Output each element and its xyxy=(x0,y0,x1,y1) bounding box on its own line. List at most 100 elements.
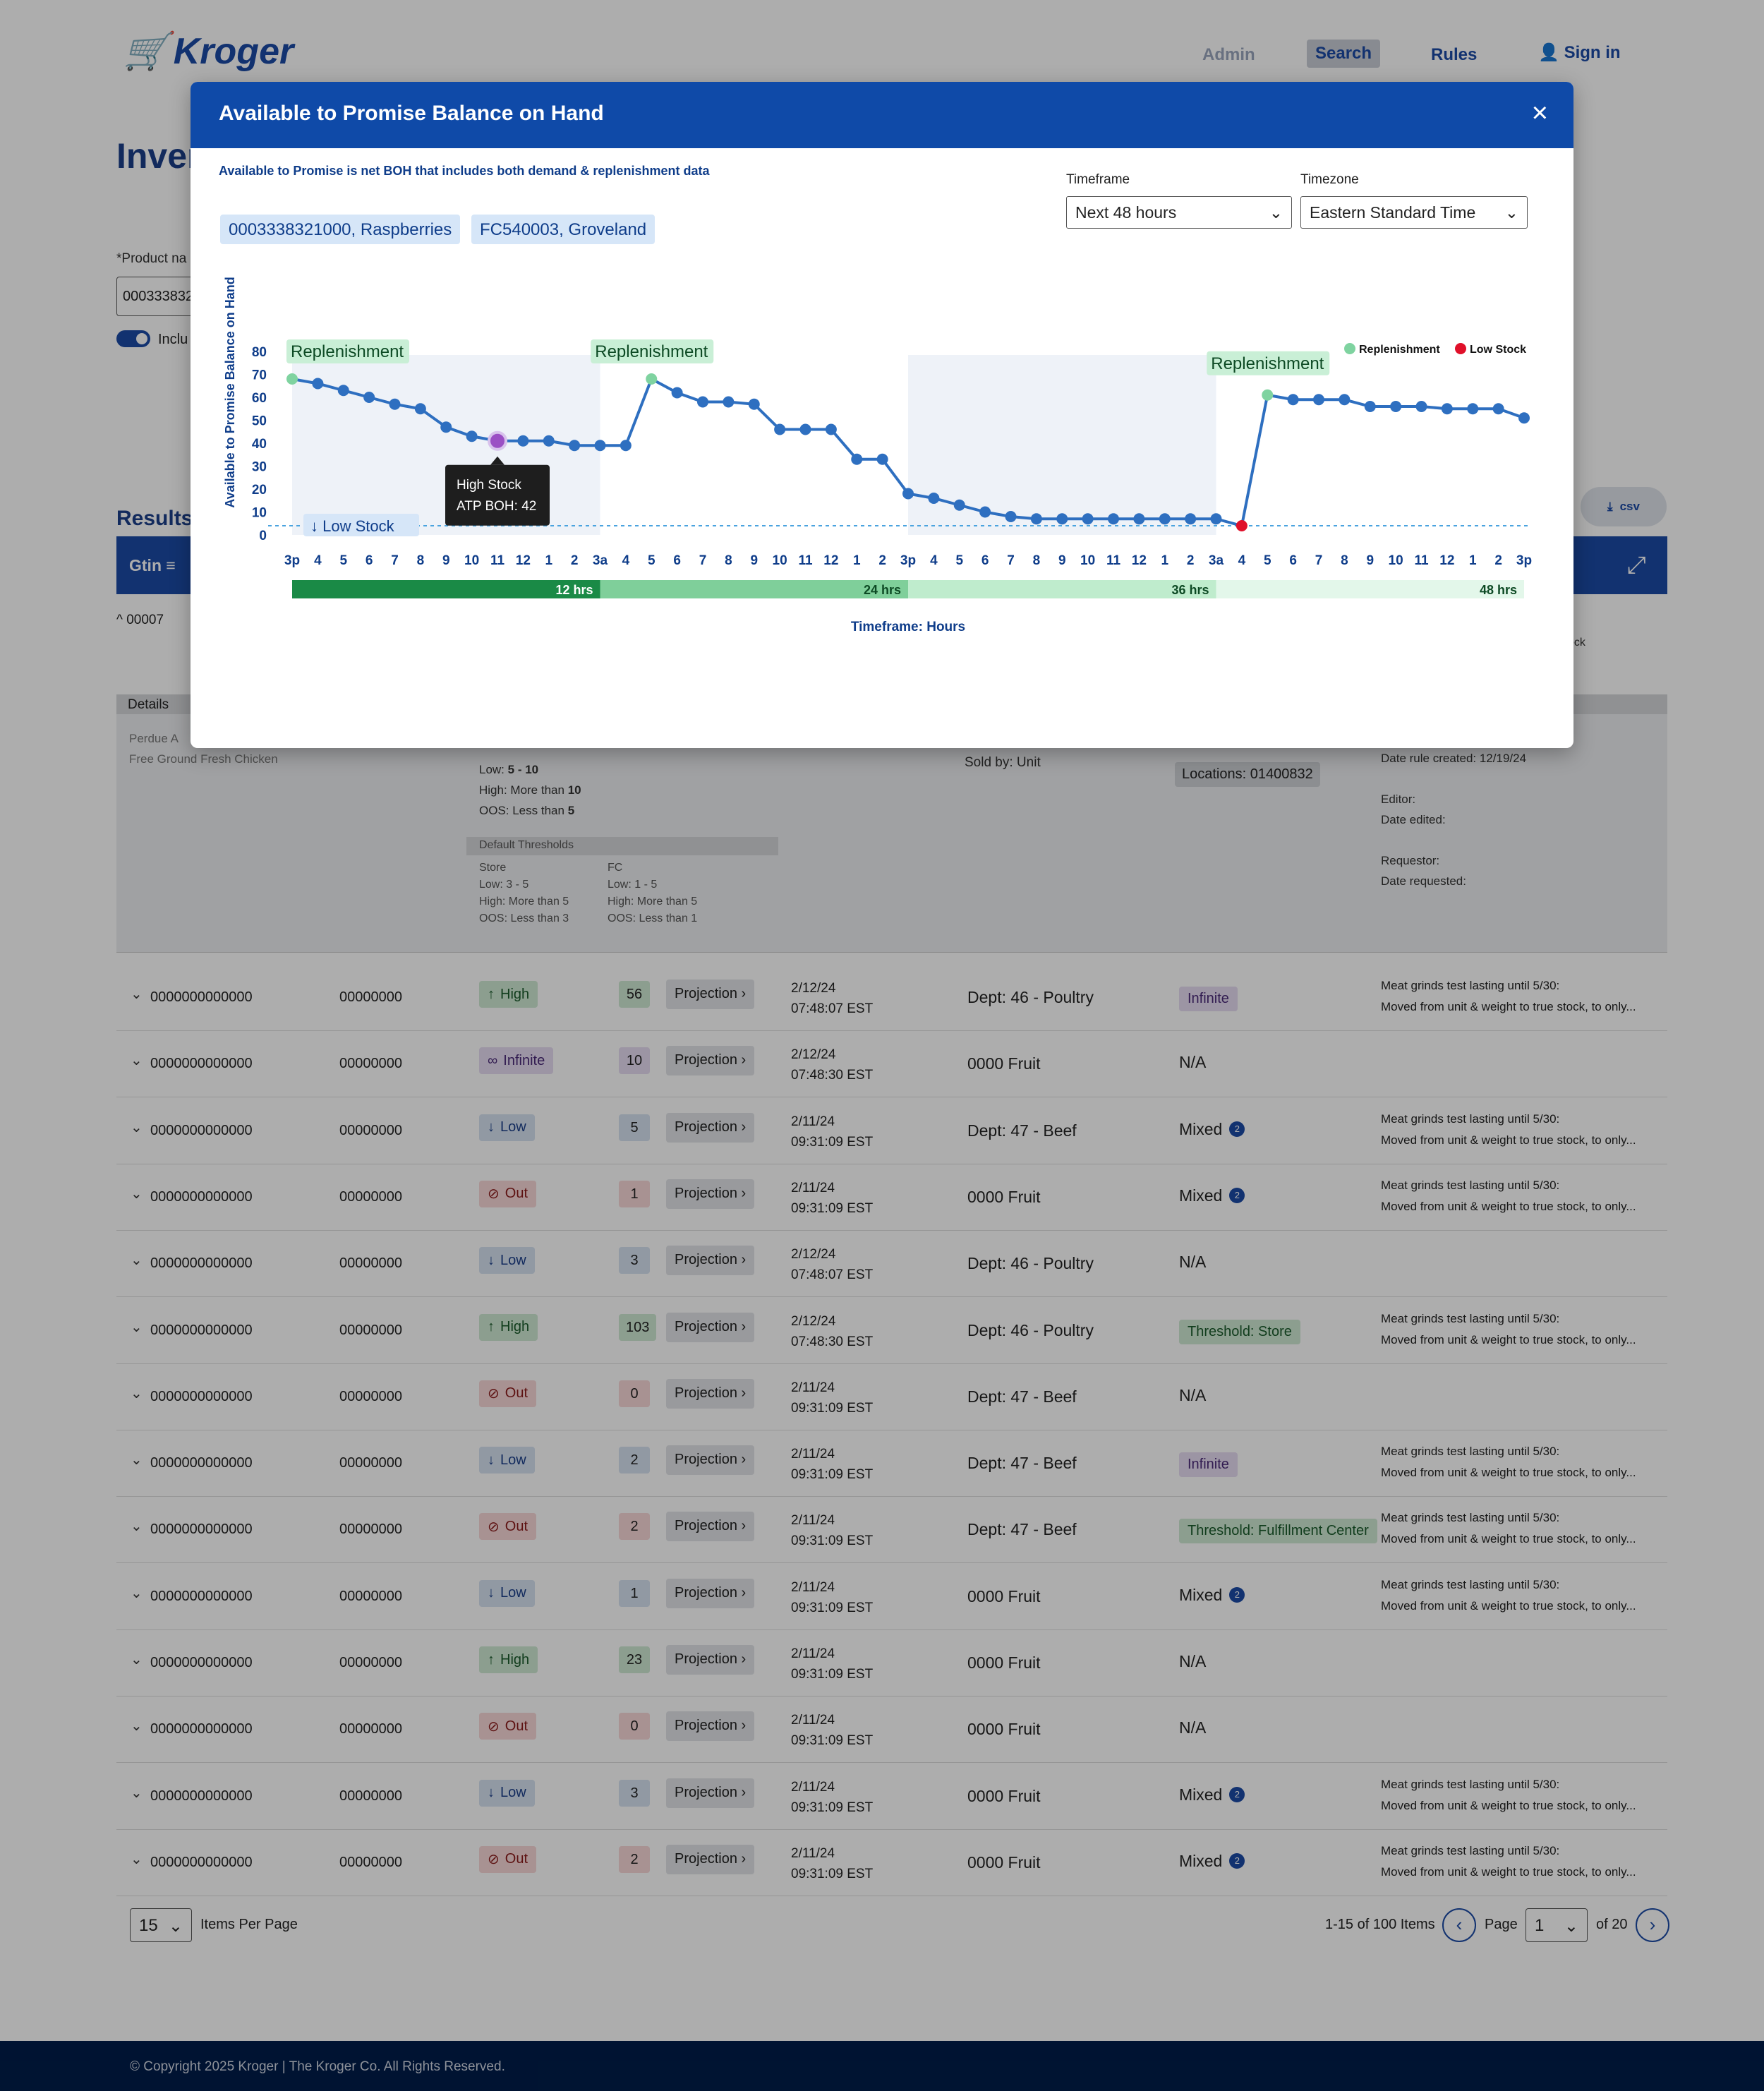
data-point xyxy=(1287,394,1299,406)
chevron-down-icon[interactable]: ⌄ xyxy=(131,1319,143,1335)
x-tick-label: 9 xyxy=(442,553,450,568)
close-icon[interactable]: × xyxy=(1531,97,1548,128)
row-department: 0000 Fruit xyxy=(967,1786,1041,1805)
chevron-down-icon[interactable]: ⌄ xyxy=(131,1585,143,1601)
chevron-down-icon[interactable]: ⌄ xyxy=(131,1253,143,1269)
projection-button[interactable]: Projection › xyxy=(666,1112,755,1143)
status-badge: ↓ Low xyxy=(479,1447,535,1474)
table-row[interactable]: ⌄ 0000000000000 00000000 ⊘ Out 2 Projecti… xyxy=(116,1496,1667,1564)
projection-button[interactable]: Projection › xyxy=(666,980,755,1009)
table-row[interactable]: ⌄ 0000000000000 00000000 ↓ Low 3 Projecti… xyxy=(116,1763,1667,1830)
x-tick-label: 8 xyxy=(1341,553,1348,568)
chevron-down-icon[interactable]: ⌄ xyxy=(131,1452,143,1469)
nav-search[interactable]: Search xyxy=(1307,40,1381,68)
x-tick-label: 10 xyxy=(1080,553,1095,568)
chevron-down-icon[interactable]: ⌄ xyxy=(131,1652,143,1668)
csv-download-button[interactable]: ⤓ csv xyxy=(1581,487,1667,526)
data-point xyxy=(620,440,632,452)
tooltip-value: ATP BOH: 42 xyxy=(457,499,536,514)
include-toggle[interactable] xyxy=(116,330,150,347)
chevron-down-icon[interactable]: ⌄ xyxy=(131,1718,143,1735)
quantity-badge: 3 xyxy=(619,1247,650,1275)
table-row[interactable]: ⌄ 0000000000000 00000000 ⊘ Out 2 Projecti… xyxy=(116,1829,1667,1896)
table-row[interactable]: ⌄ 0000000000000 00000000 ⊘ Out 0 Projecti… xyxy=(116,1696,1667,1764)
chevron-down-icon[interactable]: ⌄ xyxy=(131,1851,143,1867)
y-tick-label: 60 xyxy=(252,391,267,406)
projection-button[interactable]: Projection › xyxy=(666,1046,755,1076)
chevron-down-icon[interactable]: ⌄ xyxy=(131,1053,143,1069)
chevron-down-icon[interactable]: ⌄ xyxy=(131,987,143,1002)
row-rule: Threshold: Store xyxy=(1179,1319,1300,1344)
expand-icon[interactable]: ⤢ xyxy=(1626,552,1646,579)
chevron-down-icon: ⌄ xyxy=(168,1917,183,1936)
signin-link[interactable]: 👤 Sign in xyxy=(1538,43,1621,62)
chevron-down-icon[interactable]: ⌄ xyxy=(131,1119,143,1135)
table-row[interactable]: ⌄ 0000000000000 00000000 ⊘ Out 1 Projecti… xyxy=(116,1164,1667,1231)
x-tick-label: 9 xyxy=(1366,553,1374,568)
row-gtin: 0000000000000 xyxy=(150,989,253,1005)
projection-button[interactable]: Projection › xyxy=(666,1645,755,1675)
projection-button[interactable]: Projection › xyxy=(666,1246,755,1276)
table-row[interactable]: ⌄ 0000000000000 00000000 ⊘ Out 0 Projecti… xyxy=(116,1363,1667,1430)
table-row[interactable]: ⌄ 0000000000000 00000000 ↑ High 56 Projec… xyxy=(116,964,1667,1031)
page-select[interactable]: 1 ⌄ xyxy=(1526,1908,1588,1942)
chevron-down-icon[interactable]: ⌄ xyxy=(131,1385,143,1402)
status-badge: ↑ High xyxy=(479,1646,538,1673)
items-per-page-select[interactable]: 15 ⌄ xyxy=(130,1908,192,1942)
row-code: 00000000 xyxy=(339,1388,402,1404)
data-point xyxy=(1492,403,1504,415)
nav-admin[interactable]: Admin xyxy=(1202,45,1255,64)
projection-button[interactable]: Projection › xyxy=(666,1711,755,1742)
projection-button[interactable]: Projection › xyxy=(666,1179,755,1209)
data-point xyxy=(1133,513,1145,525)
projection-button[interactable]: Projection › xyxy=(666,1445,755,1476)
row-datetime: 2/11/24 09:31:09 EST xyxy=(791,1713,874,1749)
data-point xyxy=(825,423,837,435)
table-row[interactable]: ⌄ 0000000000000 00000000 ↓ Low 5 Projecti… xyxy=(116,1097,1667,1164)
row-notes: Meat grinds test lasting until 5/30: Move… xyxy=(1381,1111,1636,1147)
x-tick-label: 7 xyxy=(699,553,707,568)
table-row[interactable]: ⌄ 0000000000000 00000000 ↓ Low 3 Projecti… xyxy=(116,1230,1667,1298)
row-rule: Mixed 2 xyxy=(1179,1852,1245,1871)
projection-button[interactable]: Projection › xyxy=(666,1844,755,1874)
projection-button[interactable]: Projection › xyxy=(666,1312,755,1342)
chevron-down-icon[interactable]: ⌄ xyxy=(131,1519,143,1535)
data-point xyxy=(1518,412,1530,424)
y-tick-label: 20 xyxy=(252,483,267,498)
projection-button[interactable]: Projection › xyxy=(666,1512,755,1542)
replenishment-label-bg xyxy=(286,339,409,363)
chevron-down-icon[interactable]: ⌄ xyxy=(131,1785,143,1801)
gtin-column-header[interactable]: Gtin ≡ xyxy=(129,556,176,574)
x-tick-label: 12 xyxy=(1132,553,1147,568)
rule-count-badge: 2 xyxy=(1229,1188,1245,1204)
row-datetime: 2/11/24 09:31:09 EST xyxy=(791,1845,874,1881)
chevron-down-icon[interactable]: ⌄ xyxy=(131,1186,143,1202)
next-page-button[interactable]: › xyxy=(1636,1908,1669,1942)
data-point xyxy=(594,440,606,452)
rule-text: Mixed xyxy=(1179,1186,1223,1205)
expanded-row-gtin[interactable]: ^ 00007 xyxy=(116,613,164,627)
prev-page-button[interactable]: ‹ xyxy=(1442,1908,1476,1942)
data-point xyxy=(1441,403,1453,415)
status-badge: ⊘ Out xyxy=(479,1180,537,1207)
table-row[interactable]: ⌄ 0000000000000 00000000 ↑ High 23 Projec… xyxy=(116,1629,1667,1697)
table-row[interactable]: ⌄ 0000000000000 00000000 ↓ Low 1 Projecti… xyxy=(116,1563,1667,1630)
x-tick-label: 8 xyxy=(417,553,425,568)
table-row[interactable]: ⌄ 0000000000000 00000000 ↑ High 103 Proje… xyxy=(116,1297,1667,1364)
x-tick-label: 10 xyxy=(1389,553,1403,568)
projection-button[interactable]: Projection › xyxy=(666,1778,755,1808)
data-point xyxy=(1364,401,1376,412)
timeframe-select[interactable]: Next 48 hours ⌄ xyxy=(1066,196,1292,229)
table-row[interactable]: ⌄ 0000000000000 00000000 ∞ Infinite 10 Pr… xyxy=(116,1030,1667,1098)
nav-rules[interactable]: Rules xyxy=(1431,45,1478,64)
projection-button[interactable]: Projection › xyxy=(666,1378,755,1409)
replenishment-label-bg xyxy=(1207,351,1330,375)
rule-text: N/A xyxy=(1179,1053,1207,1072)
projection-button[interactable]: Projection › xyxy=(666,1578,755,1608)
table-row[interactable]: ⌄ 0000000000000 00000000 ↓ Low 2 Projecti… xyxy=(116,1430,1667,1498)
timezone-select[interactable]: Eastern Standard Time ⌄ xyxy=(1300,196,1528,229)
data-point xyxy=(1185,513,1197,525)
kroger-logo[interactable]: 🛒 Kroger xyxy=(123,30,294,73)
row-gtin: 0000000000000 xyxy=(150,1588,253,1604)
row-datetime: 2/11/24 09:31:09 EST xyxy=(791,1579,874,1615)
